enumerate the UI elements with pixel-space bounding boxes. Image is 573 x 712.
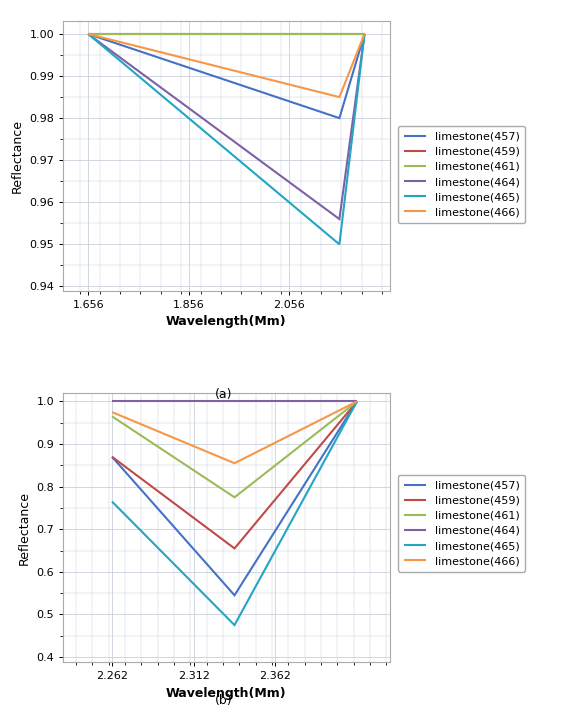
Line: limestone(465): limestone(465) [112, 402, 357, 625]
limestone(466) [361, 30, 368, 38]
Line: limestone(466): limestone(466) [88, 34, 364, 97]
limestone(457) [85, 30, 92, 38]
limestone(461) [231, 493, 238, 501]
limestone(461) [109, 412, 116, 421]
limestone(465) [85, 30, 92, 38]
Line: limestone(465): limestone(465) [88, 34, 364, 244]
Legend: limestone(457), limestone(459), limestone(461), limestone(464), limestone(465), : limestone(457), limestone(459), limeston… [398, 126, 525, 223]
limestone(465) [109, 497, 116, 506]
limestone(459) [231, 544, 238, 553]
limestone(457) [109, 453, 116, 461]
limestone(464) [361, 30, 368, 38]
limestone(461) [336, 30, 343, 38]
limestone(464) [354, 397, 360, 406]
limestone(457) [231, 591, 238, 600]
Line: limestone(457): limestone(457) [112, 402, 357, 595]
limestone(464) [109, 397, 116, 406]
limestone(457) [336, 114, 343, 122]
limestone(466) [109, 408, 116, 417]
limestone(466) [231, 459, 238, 468]
limestone(457) [354, 397, 360, 406]
Line: limestone(457): limestone(457) [88, 34, 364, 118]
X-axis label: Wavelength(Mm): Wavelength(Mm) [166, 687, 286, 700]
limestone(461) [361, 30, 368, 38]
Text: (a): (a) [215, 388, 232, 401]
Line: limestone(464): limestone(464) [88, 34, 364, 219]
Line: limestone(461): limestone(461) [112, 402, 357, 497]
limestone(459) [109, 453, 116, 461]
limestone(461) [354, 397, 360, 406]
X-axis label: Wavelength(Mm): Wavelength(Mm) [166, 315, 286, 328]
limestone(465) [354, 397, 360, 406]
limestone(466) [336, 93, 343, 101]
limestone(457) [361, 30, 368, 38]
Text: (b): (b) [215, 694, 232, 707]
limestone(464) [336, 215, 343, 224]
Y-axis label: Reflectance: Reflectance [18, 491, 31, 565]
limestone(466) [354, 397, 360, 406]
Line: limestone(466): limestone(466) [112, 402, 357, 464]
limestone(465) [231, 621, 238, 629]
limestone(459) [354, 397, 360, 406]
limestone(461) [85, 30, 92, 38]
limestone(466) [85, 30, 92, 38]
limestone(465) [361, 30, 368, 38]
Y-axis label: Reflectance: Reflectance [10, 119, 23, 193]
Line: limestone(459): limestone(459) [112, 402, 357, 548]
limestone(464) [85, 30, 92, 38]
limestone(465) [336, 240, 343, 248]
Legend: limestone(457), limestone(459), limestone(461), limestone(464), limestone(465), : limestone(457), limestone(459), limeston… [398, 475, 525, 572]
